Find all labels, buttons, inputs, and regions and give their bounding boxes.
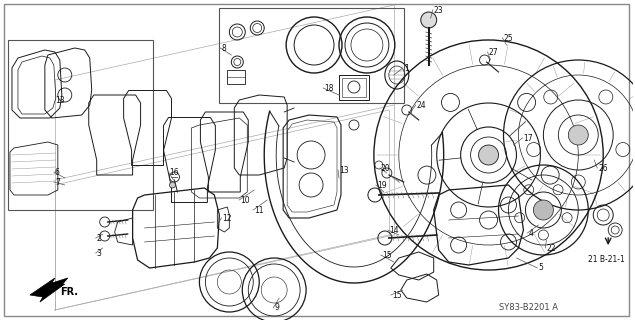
Text: 14: 14: [389, 226, 399, 235]
Bar: [8, 40, 152, 210]
Text: 8: 8: [222, 44, 226, 52]
Text: 5: 5: [538, 263, 544, 273]
Text: 10: 10: [240, 196, 250, 204]
Bar: [342, 78, 366, 97]
Circle shape: [533, 200, 553, 220]
Circle shape: [170, 182, 175, 188]
Text: 2: 2: [97, 234, 102, 243]
Text: 27: 27: [488, 47, 498, 57]
Text: 19: 19: [377, 180, 387, 189]
Text: 26: 26: [598, 164, 608, 172]
Text: 6: 6: [55, 167, 60, 177]
Text: 23: 23: [434, 5, 443, 14]
Text: 15: 15: [382, 251, 392, 260]
Text: 1: 1: [404, 63, 408, 73]
Text: 12: 12: [222, 213, 232, 222]
Text: 21 B-21-1: 21 B-21-1: [588, 255, 625, 265]
Bar: [227, 70, 245, 84]
Text: SY83-B2201 A: SY83-B2201 A: [498, 303, 558, 313]
Circle shape: [568, 125, 588, 145]
Text: 13: 13: [55, 95, 65, 105]
Circle shape: [421, 12, 437, 28]
Bar: [219, 8, 404, 103]
Text: 9: 9: [274, 303, 279, 313]
Text: 22: 22: [546, 244, 556, 252]
Text: 11: 11: [254, 205, 264, 214]
Text: 15: 15: [392, 291, 401, 300]
Polygon shape: [30, 278, 68, 302]
Text: 3: 3: [97, 249, 102, 258]
Text: 20: 20: [381, 164, 391, 172]
Bar: [339, 75, 369, 100]
Text: 25: 25: [504, 34, 513, 43]
Text: 16: 16: [170, 167, 179, 177]
Text: FR.: FR.: [60, 287, 78, 297]
Text: 17: 17: [523, 133, 533, 142]
Text: 13: 13: [339, 165, 349, 174]
Circle shape: [479, 145, 498, 165]
Text: 7: 7: [55, 178, 60, 187]
Text: 18: 18: [324, 84, 333, 92]
Text: 24: 24: [417, 100, 426, 109]
Text: 4: 4: [528, 228, 533, 237]
